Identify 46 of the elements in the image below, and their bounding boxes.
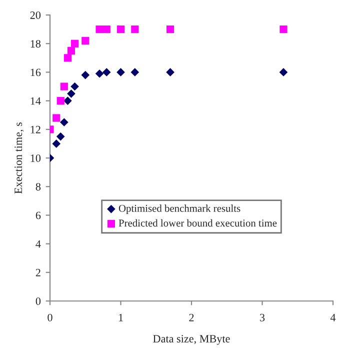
x-tick-label: 1 <box>118 314 123 322</box>
x-tick-label: 2 <box>189 314 194 322</box>
point <box>96 25 104 34</box>
y-tick-label: 4 <box>36 240 41 248</box>
x-tick-label: 3 <box>260 314 265 322</box>
y-tick-label: 20 <box>30 11 41 19</box>
point <box>95 69 104 78</box>
x-tick-label: 0 <box>48 314 52 322</box>
point <box>280 25 288 34</box>
point <box>60 118 68 126</box>
point <box>56 96 64 105</box>
point <box>52 114 60 122</box>
y-tick-label: 12 <box>30 126 40 134</box>
y-tick-label: 6 <box>36 212 41 220</box>
point <box>64 96 72 105</box>
point <box>166 25 174 34</box>
y-tick-label: 14 <box>30 97 41 105</box>
point <box>102 25 110 34</box>
point <box>130 68 140 76</box>
point <box>67 89 76 98</box>
point <box>81 70 90 80</box>
point <box>166 68 174 76</box>
y-tick-label: 0 <box>36 297 41 305</box>
point <box>131 25 139 34</box>
point <box>279 68 288 76</box>
x-axis-title: Data size, MByte <box>153 335 230 345</box>
point <box>82 36 90 45</box>
y-tick-label: 18 <box>30 40 41 48</box>
point <box>102 68 111 76</box>
y-tick-label: 16 <box>30 68 41 76</box>
y-tick-label: 8 <box>36 183 41 191</box>
y-axis-title: Exection time, s <box>14 122 24 194</box>
y-tick-label: 10 <box>30 154 41 162</box>
y-tick-label: 2 <box>36 268 40 276</box>
point <box>56 132 65 141</box>
legend-label: Optimised benchmark results <box>118 204 240 214</box>
point <box>70 82 79 91</box>
point <box>67 46 76 55</box>
point <box>116 68 125 76</box>
point <box>52 140 61 148</box>
point <box>64 54 72 62</box>
point <box>60 82 68 90</box>
legend-label: Predicted lower bound execution time <box>118 219 277 227</box>
point <box>116 25 125 34</box>
x-tick-label: 4 <box>330 314 336 322</box>
point <box>70 40 79 48</box>
